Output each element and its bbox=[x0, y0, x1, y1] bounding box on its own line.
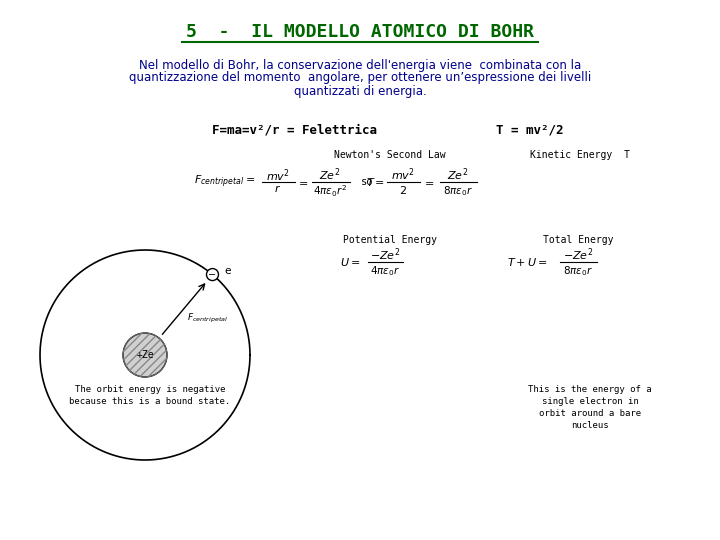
Text: F=ma=v²/r = Felettrica: F=ma=v²/r = Felettrica bbox=[212, 124, 377, 137]
Text: orbit around a bare: orbit around a bare bbox=[539, 409, 641, 418]
Text: quantizzazione del momento  angolare, per ottenere un’espressione dei livelli: quantizzazione del momento angolare, per… bbox=[129, 71, 591, 84]
Text: $Ze^2$: $Ze^2$ bbox=[320, 167, 341, 183]
Text: single electron in: single electron in bbox=[541, 397, 639, 407]
Text: $T = $: $T = $ bbox=[366, 176, 385, 188]
Text: $T + U = $: $T + U = $ bbox=[507, 256, 548, 268]
Text: T = mv²/2: T = mv²/2 bbox=[496, 124, 564, 137]
Text: $mv^2$: $mv^2$ bbox=[266, 168, 290, 184]
Text: Nel modello di Bohr, la conservazione dell'energia viene  combinata con la: Nel modello di Bohr, la conservazione de… bbox=[139, 58, 581, 71]
Text: because this is a bound state.: because this is a bound state. bbox=[69, 397, 230, 407]
Text: $-Ze^2$: $-Ze^2$ bbox=[563, 247, 593, 264]
Text: $-Ze^2$: $-Ze^2$ bbox=[370, 247, 400, 264]
Text: $=$: $=$ bbox=[296, 177, 308, 187]
Circle shape bbox=[207, 268, 218, 281]
Text: $8\pi\varepsilon_0 r$: $8\pi\varepsilon_0 r$ bbox=[443, 184, 473, 198]
Text: $8\pi\varepsilon_0 r$: $8\pi\varepsilon_0 r$ bbox=[563, 264, 593, 278]
Text: −: − bbox=[208, 269, 217, 280]
Text: 5  -  IL MODELLO ATOMICO DI BOHR: 5 - IL MODELLO ATOMICO DI BOHR bbox=[186, 23, 534, 41]
Text: $F_{centripetal}$: $F_{centripetal}$ bbox=[187, 312, 228, 325]
Text: $4\pi\varepsilon_0 r^2$: $4\pi\varepsilon_0 r^2$ bbox=[313, 183, 347, 199]
Circle shape bbox=[123, 333, 167, 377]
Text: quantizzati di energia.: quantizzati di energia. bbox=[294, 84, 426, 98]
Text: $F_{centripetal} = $: $F_{centripetal} = $ bbox=[194, 174, 255, 190]
Text: Potential Energy: Potential Energy bbox=[343, 235, 437, 245]
Text: $=$: $=$ bbox=[422, 177, 434, 187]
Text: nucleus: nucleus bbox=[571, 422, 609, 430]
Text: This is the energy of a: This is the energy of a bbox=[528, 386, 652, 395]
Text: Kinetic Energy  T: Kinetic Energy T bbox=[530, 150, 630, 160]
Text: Newton's Second Law: Newton's Second Law bbox=[334, 150, 446, 160]
Text: $Ze^2$: $Ze^2$ bbox=[447, 167, 469, 183]
Text: Total Energy: Total Energy bbox=[543, 235, 613, 245]
Text: $4\pi\varepsilon_0 r$: $4\pi\varepsilon_0 r$ bbox=[370, 264, 400, 278]
Text: $r$: $r$ bbox=[274, 184, 282, 194]
Text: +Ze: +Ze bbox=[136, 350, 154, 360]
Text: e: e bbox=[225, 266, 231, 275]
Text: The orbit energy is negative: The orbit energy is negative bbox=[75, 386, 225, 395]
Text: $mv^2$: $mv^2$ bbox=[391, 167, 415, 183]
Text: $2$: $2$ bbox=[399, 184, 407, 196]
Text: so: so bbox=[361, 177, 373, 187]
Text: $U = $: $U = $ bbox=[340, 256, 360, 268]
